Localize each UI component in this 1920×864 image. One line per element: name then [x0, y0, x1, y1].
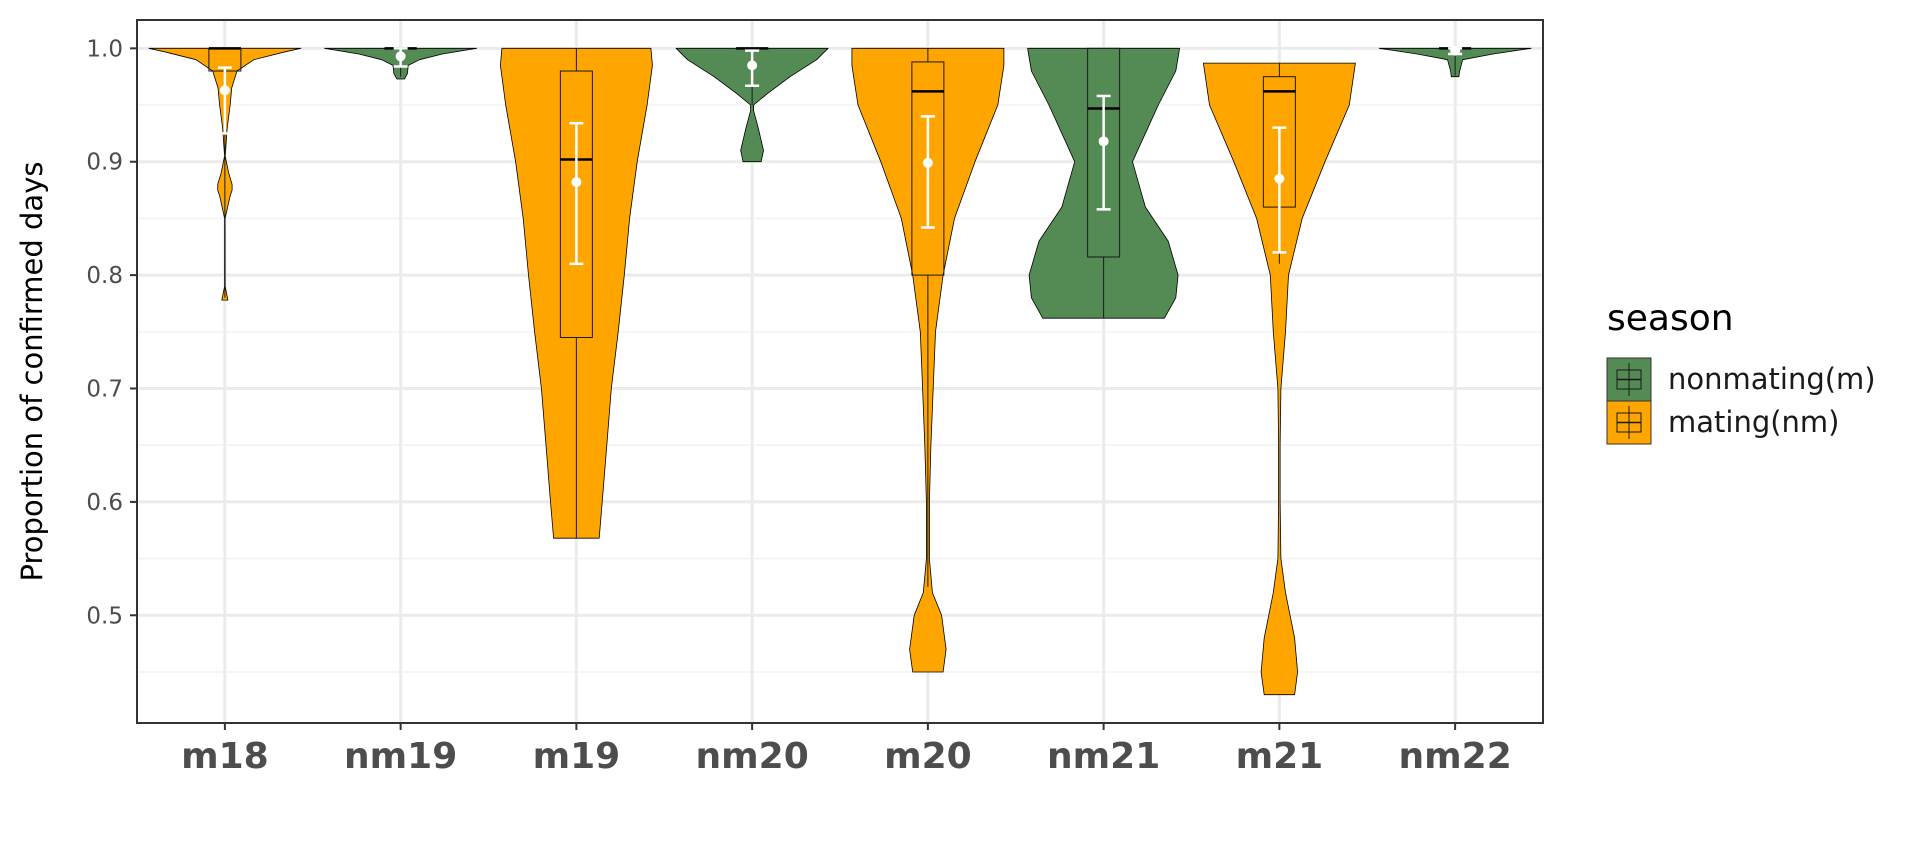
mean-point [1274, 173, 1285, 184]
violin-group-nm22 [1378, 45, 1532, 78]
legend-label: mating(nm) [1668, 405, 1840, 439]
violin-group-m18 [148, 47, 302, 301]
mean-point [922, 157, 933, 168]
x-tick-label: nm22 [1399, 736, 1512, 777]
mean-point [219, 85, 230, 96]
y-tick-label: 0.7 [86, 377, 123, 403]
violins [148, 45, 1532, 696]
mean-point [1098, 136, 1109, 147]
legend-key-0: nonmating(m) [1606, 357, 1876, 402]
y-tick-label: 0.9 [86, 150, 123, 176]
legend-key-1: mating(nm) [1606, 400, 1840, 445]
violin-group-m19 [500, 47, 653, 539]
x-tick-label: m18 [181, 736, 269, 777]
x-tick-label: m20 [884, 736, 972, 777]
violin-group-nm19 [324, 47, 477, 80]
mean-point [747, 60, 758, 71]
x-tick-label: m19 [533, 736, 621, 777]
y-tick-label: 1.0 [86, 36, 123, 62]
y-tick-label: 0.6 [86, 490, 123, 516]
mean-point [571, 177, 582, 188]
violin-group-nm20 [675, 47, 829, 163]
x-tick-label: nm21 [1047, 736, 1160, 777]
box-m19 [559, 70, 593, 338]
legend-label: nonmating(m) [1668, 362, 1876, 396]
legend: season nonmating(m) mating(nm) [1606, 298, 1876, 445]
x-tick-label: nm19 [344, 736, 457, 777]
x-tick-label: m21 [1236, 736, 1324, 777]
mean-point [395, 51, 406, 62]
violin-m19 [500, 47, 653, 539]
violin-group-nm21 [1027, 47, 1180, 319]
y-tick-label: 0.5 [86, 603, 123, 629]
mean-point [1450, 45, 1461, 56]
box-m20 [911, 61, 945, 276]
y-axis: 0.5 0.6 0.7 0.8 0.9 1.0 [86, 36, 137, 629]
y-axis-title: Proportion of confirmed days [15, 162, 49, 582]
x-axis: m18 nm19 m19 nm20 m20 nm21 m21 nm22 [181, 723, 1512, 777]
legend-title: season [1607, 298, 1734, 339]
violin-group-m21 [1203, 62, 1356, 696]
x-tick-label: nm20 [696, 736, 809, 777]
violin-group-m20 [851, 47, 1005, 673]
violin-m21 [1203, 62, 1356, 696]
y-tick-label: 0.8 [86, 263, 123, 289]
box-nm21 [1087, 47, 1121, 258]
panel-border [136, 19, 1544, 724]
